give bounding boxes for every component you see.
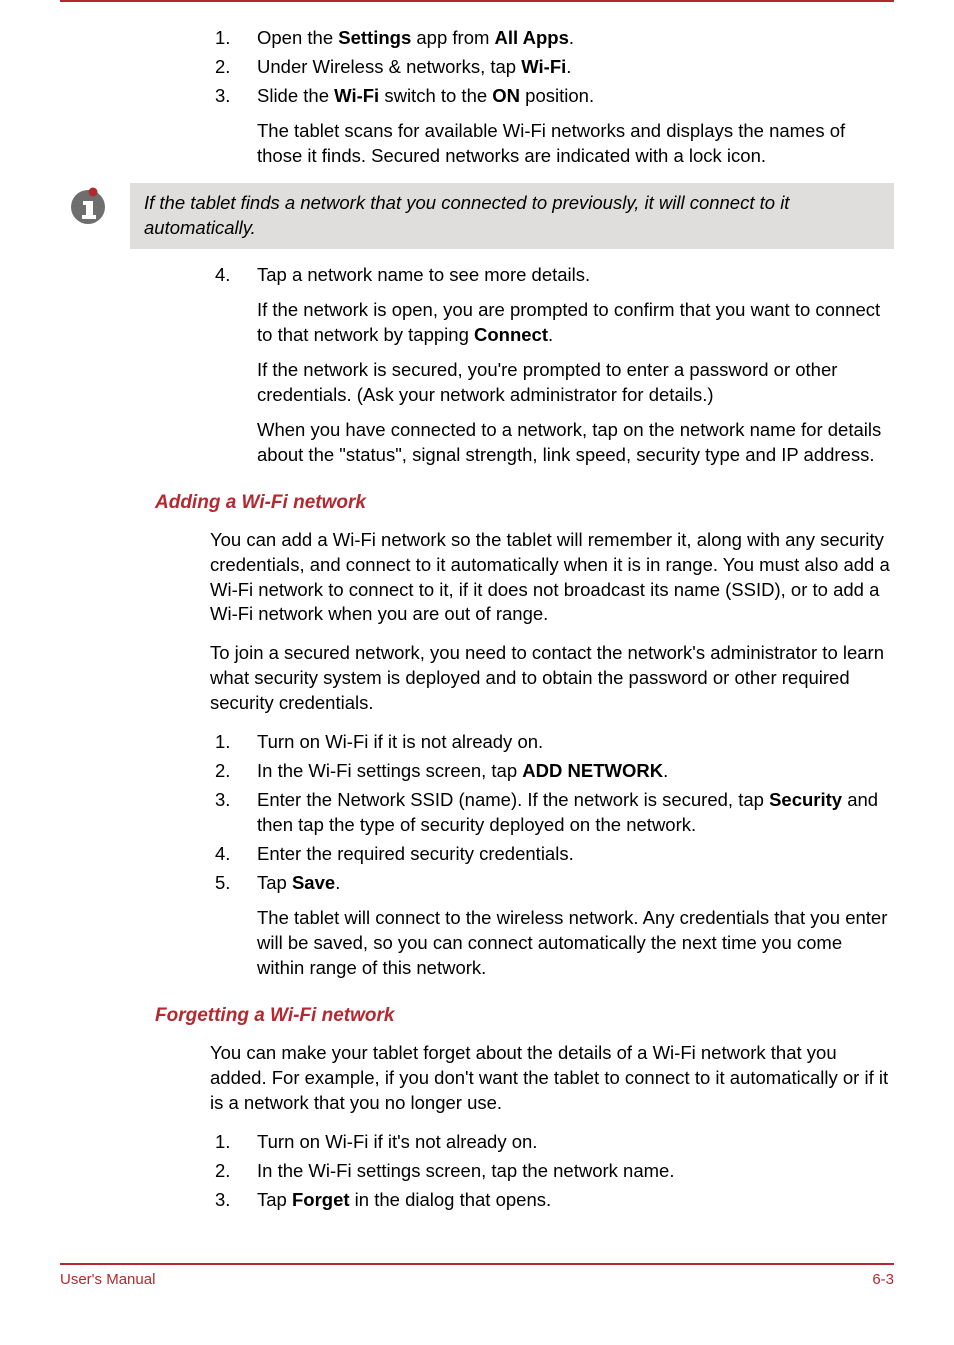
list-sub-paragraph: The tablet scans for available Wi-Fi net… (257, 119, 894, 169)
list-item: 5. Tap Save. (215, 871, 894, 896)
footer-left: User's Manual (60, 1271, 155, 1288)
list-number: 4. (215, 842, 257, 867)
list-number: 3. (215, 1188, 257, 1213)
info-icon (60, 183, 120, 234)
list-body: Tap Forget in the dialog that opens. (257, 1188, 894, 1213)
list-number: 1. (215, 26, 257, 51)
list-number: 2. (215, 55, 257, 80)
list-item: 2. In the Wi-Fi settings screen, tap ADD… (215, 759, 894, 784)
list-body: In the Wi-Fi settings screen, tap the ne… (257, 1159, 894, 1184)
list-item: 3. Enter the Network SSID (name). If the… (215, 788, 894, 838)
list-sub-paragraph: If the network is open, you are prompted… (257, 298, 894, 348)
list-body: Open the Settings app from All Apps. (257, 26, 894, 51)
list-item: 2. In the Wi-Fi settings screen, tap the… (215, 1159, 894, 1184)
footer-right: 6-3 (872, 1271, 894, 1288)
list-number: 3. (215, 788, 257, 838)
list-body: Enter the required security credentials. (257, 842, 894, 867)
list-number: 3. (215, 84, 257, 109)
top-rule (60, 0, 894, 2)
list-body: In the Wi-Fi settings screen, tap ADD NE… (257, 759, 894, 784)
body-paragraph: You can add a Wi-Fi network so the table… (210, 528, 894, 628)
list-item: 3. Slide the Wi-Fi switch to the ON posi… (215, 84, 894, 109)
page-footer: User's Manual 6-3 (60, 1263, 894, 1288)
page-content: 1. Open the Settings app from All Apps. … (0, 0, 954, 1328)
section-heading-forgetting: Forgetting a Wi-Fi network (155, 1005, 894, 1027)
body-paragraph: You can make your tablet forget about th… (210, 1041, 894, 1116)
list-item: 4. Tap a network name to see more detail… (215, 263, 894, 288)
list-item: 4. Enter the required security credentia… (215, 842, 894, 867)
list-item: 3. Tap Forget in the dialog that opens. (215, 1188, 894, 1213)
list-body: Enter the Network SSID (name). If the ne… (257, 788, 894, 838)
list-number: 5. (215, 871, 257, 896)
list-body: Tap a network name to see more details. (257, 263, 894, 288)
list-number: 1. (215, 1130, 257, 1155)
list-number: 2. (215, 759, 257, 784)
body-paragraph: To join a secured network, you need to c… (210, 641, 894, 716)
list-item: 2. Under Wireless & networks, tap Wi-Fi. (215, 55, 894, 80)
list-body: Under Wireless & networks, tap Wi-Fi. (257, 55, 894, 80)
list-body: Turn on Wi-Fi if it is not already on. (257, 730, 894, 755)
list-sub-paragraph: The tablet will connect to the wireless … (257, 906, 894, 981)
list-sub-paragraph: If the network is secured, you're prompt… (257, 358, 894, 408)
list-body: Turn on Wi-Fi if it's not already on. (257, 1130, 894, 1155)
list-body: Slide the Wi-Fi switch to the ON positio… (257, 84, 894, 109)
section-heading-adding: Adding a Wi-Fi network (155, 492, 894, 514)
note-callout: If the tablet finds a network that you c… (60, 183, 894, 249)
list-number: 2. (215, 1159, 257, 1184)
list-sub-paragraph: When you have connected to a network, ta… (257, 418, 894, 468)
list-body: Tap Save. (257, 871, 894, 896)
note-text: If the tablet finds a network that you c… (130, 183, 894, 249)
list-item: 1. Turn on Wi-Fi if it is not already on… (215, 730, 894, 755)
list-number: 4. (215, 263, 257, 288)
list-number: 1. (215, 730, 257, 755)
list-item: 1. Open the Settings app from All Apps. (215, 26, 894, 51)
list-item: 1. Turn on Wi-Fi if it's not already on. (215, 1130, 894, 1155)
